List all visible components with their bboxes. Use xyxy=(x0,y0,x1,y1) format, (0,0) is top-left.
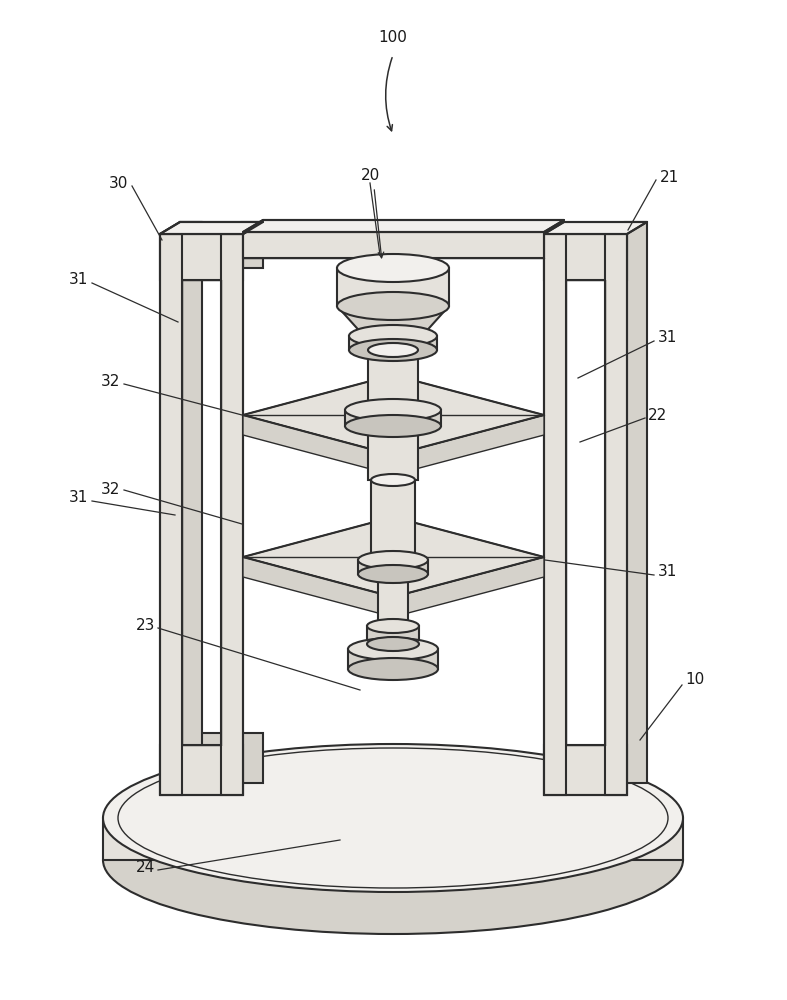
Ellipse shape xyxy=(367,637,419,651)
Polygon shape xyxy=(243,232,544,258)
Polygon shape xyxy=(160,234,182,795)
Polygon shape xyxy=(103,818,683,860)
Polygon shape xyxy=(378,574,408,626)
Polygon shape xyxy=(221,222,263,234)
Polygon shape xyxy=(243,557,393,617)
Text: 100: 100 xyxy=(379,30,408,45)
Text: 24: 24 xyxy=(135,860,155,876)
Polygon shape xyxy=(160,222,202,234)
Text: 31: 31 xyxy=(658,564,678,580)
Text: 20: 20 xyxy=(360,167,379,182)
Text: 23: 23 xyxy=(135,617,155,633)
Polygon shape xyxy=(368,350,418,480)
Ellipse shape xyxy=(358,565,428,583)
Polygon shape xyxy=(544,234,566,795)
Ellipse shape xyxy=(368,343,418,357)
Ellipse shape xyxy=(349,339,437,361)
Ellipse shape xyxy=(337,254,449,282)
Ellipse shape xyxy=(103,786,683,934)
Ellipse shape xyxy=(345,415,441,437)
Ellipse shape xyxy=(371,474,415,486)
Polygon shape xyxy=(160,745,243,795)
Ellipse shape xyxy=(358,551,428,569)
Polygon shape xyxy=(358,560,428,574)
Polygon shape xyxy=(180,733,263,783)
Polygon shape xyxy=(367,626,419,644)
Text: 31: 31 xyxy=(68,490,88,506)
Polygon shape xyxy=(371,480,415,560)
Polygon shape xyxy=(160,222,263,234)
Ellipse shape xyxy=(348,638,438,660)
Polygon shape xyxy=(243,220,564,232)
Ellipse shape xyxy=(348,658,438,680)
Polygon shape xyxy=(544,745,627,795)
Polygon shape xyxy=(221,234,243,795)
Polygon shape xyxy=(337,306,449,336)
Ellipse shape xyxy=(367,619,419,633)
Text: 22: 22 xyxy=(648,408,667,422)
Ellipse shape xyxy=(337,292,449,320)
Polygon shape xyxy=(337,268,449,306)
Text: 32: 32 xyxy=(101,483,120,497)
Polygon shape xyxy=(349,336,437,350)
Ellipse shape xyxy=(345,399,441,421)
Ellipse shape xyxy=(103,744,683,892)
Text: 21: 21 xyxy=(660,170,679,186)
Polygon shape xyxy=(393,557,544,617)
Ellipse shape xyxy=(349,325,437,347)
Polygon shape xyxy=(544,222,647,234)
Polygon shape xyxy=(625,222,647,783)
Polygon shape xyxy=(180,222,263,268)
Polygon shape xyxy=(243,375,544,455)
Polygon shape xyxy=(605,234,627,795)
Polygon shape xyxy=(345,410,441,426)
Text: 31: 31 xyxy=(658,330,678,346)
Ellipse shape xyxy=(364,328,422,344)
Polygon shape xyxy=(544,234,627,280)
FancyArrowPatch shape xyxy=(386,58,393,131)
Polygon shape xyxy=(180,222,202,783)
Polygon shape xyxy=(243,517,544,597)
Text: 30: 30 xyxy=(109,176,128,190)
Text: 32: 32 xyxy=(101,374,120,389)
Polygon shape xyxy=(243,415,393,475)
Polygon shape xyxy=(160,234,243,280)
Polygon shape xyxy=(348,649,438,669)
Text: 31: 31 xyxy=(68,272,88,288)
Text: 10: 10 xyxy=(685,672,704,688)
Polygon shape xyxy=(393,415,544,475)
